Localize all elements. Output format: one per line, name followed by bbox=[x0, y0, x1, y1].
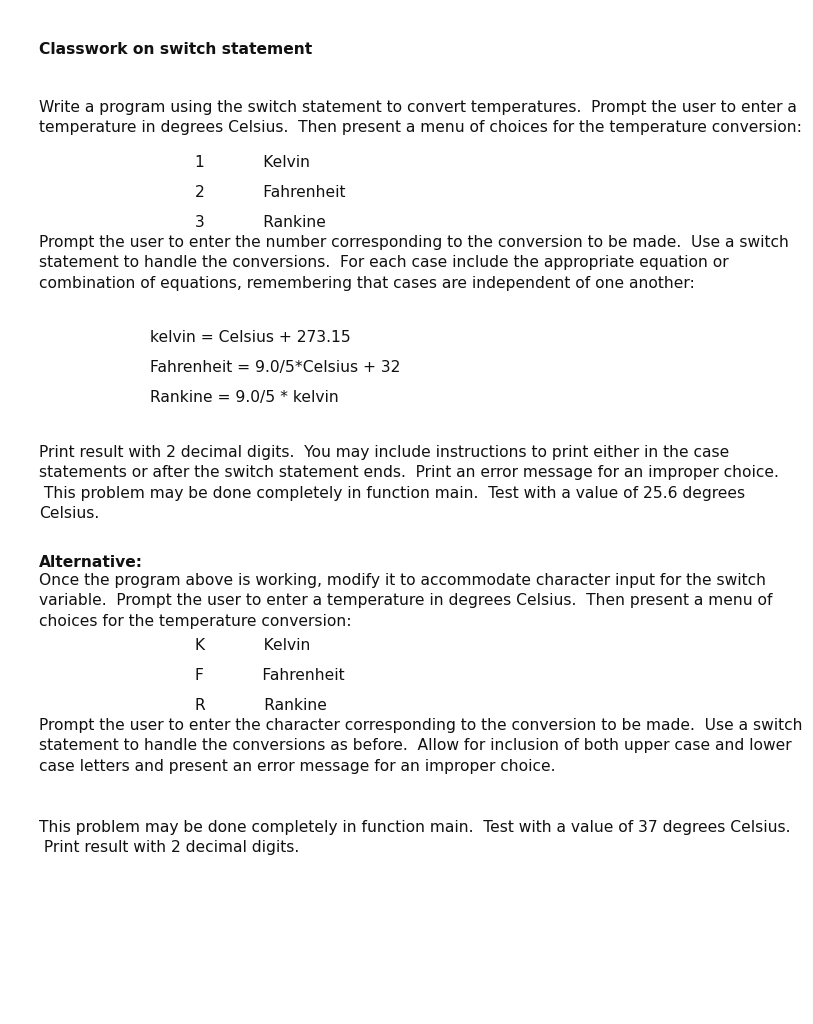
Text: kelvin = Celsius + 273.15: kelvin = Celsius + 273.15 bbox=[150, 330, 351, 345]
Text: Write a program using the switch statement to convert temperatures.  Prompt the : Write a program using the switch stateme… bbox=[39, 100, 802, 135]
Text: 2            Fahrenheit: 2 Fahrenheit bbox=[195, 185, 346, 200]
Text: 3            Rankine: 3 Rankine bbox=[195, 215, 326, 230]
Text: K            Kelvin: K Kelvin bbox=[195, 638, 311, 653]
Text: F            Fahrenheit: F Fahrenheit bbox=[195, 668, 345, 683]
Text: Prompt the user to enter the character corresponding to the conversion to be mad: Prompt the user to enter the character c… bbox=[39, 718, 802, 774]
Text: This problem may be done completely in function main.  Test with a value of 37 d: This problem may be done completely in f… bbox=[39, 820, 790, 855]
Text: Classwork on switch statement: Classwork on switch statement bbox=[39, 42, 312, 57]
Text: Print result with 2 decimal digits.  You may include instructions to print eithe: Print result with 2 decimal digits. You … bbox=[39, 445, 779, 521]
Text: Prompt the user to enter the number corresponding to the conversion to be made. : Prompt the user to enter the number corr… bbox=[39, 234, 789, 291]
Text: Alternative:: Alternative: bbox=[39, 555, 143, 570]
Text: 1            Kelvin: 1 Kelvin bbox=[195, 155, 310, 170]
Text: Once the program above is working, modify it to accommodate character input for : Once the program above is working, modif… bbox=[39, 573, 772, 629]
Text: Fahrenheit = 9.0/5*Celsius + 32: Fahrenheit = 9.0/5*Celsius + 32 bbox=[150, 360, 401, 375]
Text: Rankine = 9.0/5 * kelvin: Rankine = 9.0/5 * kelvin bbox=[150, 390, 339, 406]
Text: R            Rankine: R Rankine bbox=[195, 698, 327, 713]
